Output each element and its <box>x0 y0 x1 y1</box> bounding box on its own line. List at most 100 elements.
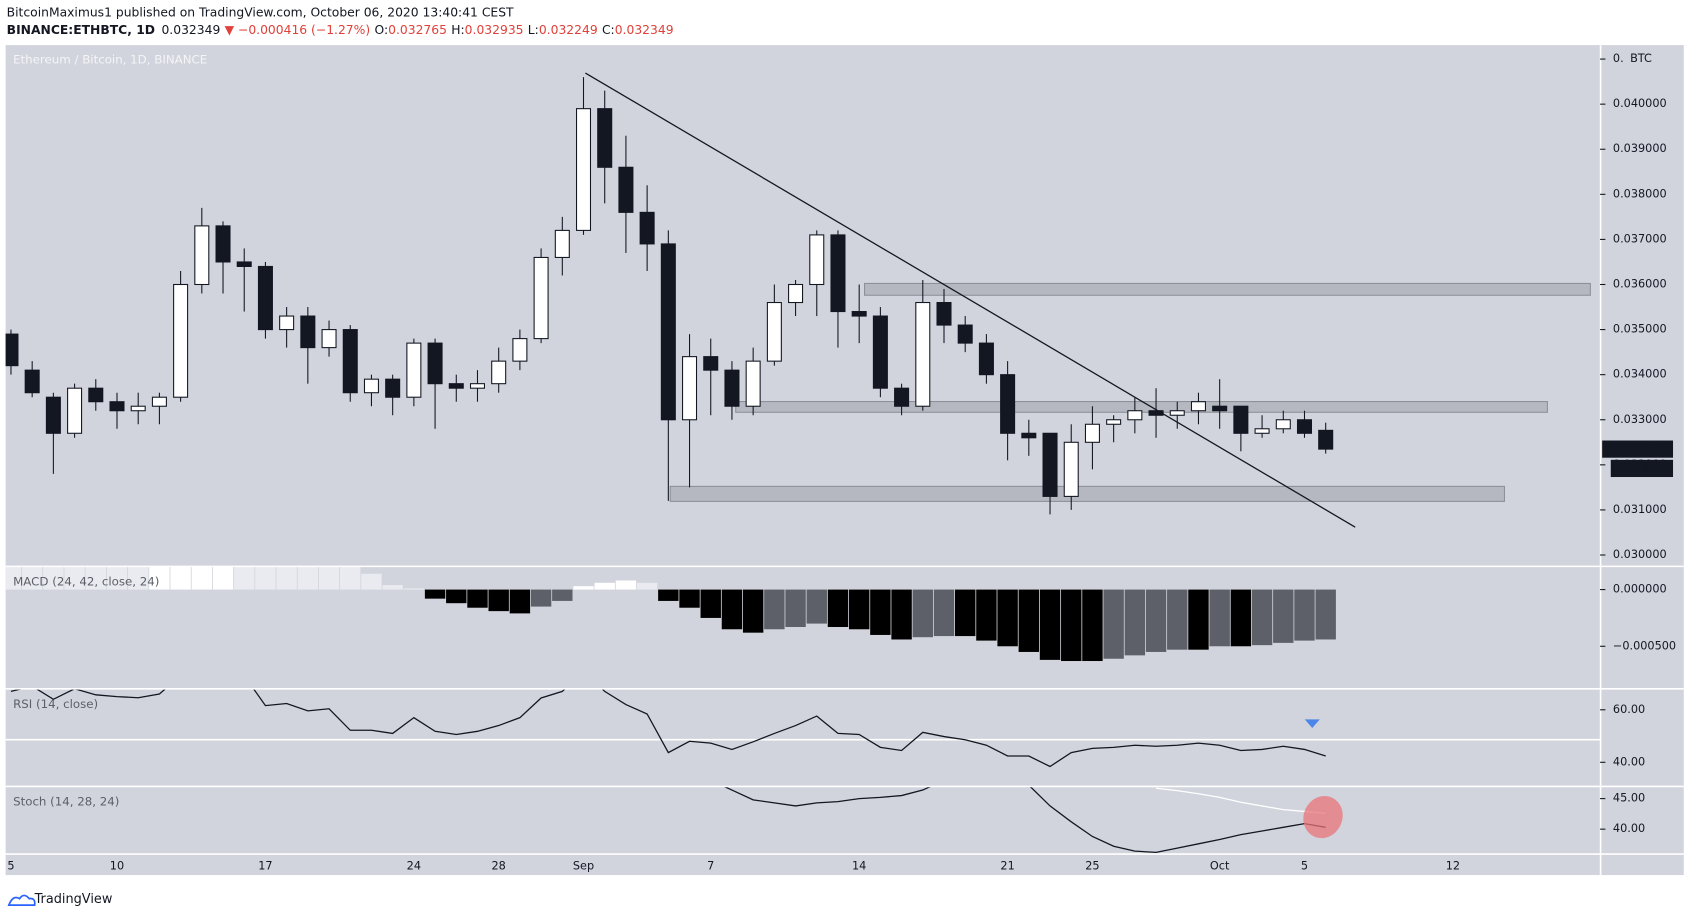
axes: Ethereum / Bitcoin, 1D, BINANCE 0.030000 0… <box>7 52 1676 872</box>
countdown-tag <box>1610 459 1674 478</box>
y-tick-label: 0.039000 <box>1613 142 1667 155</box>
candle-body <box>45 396 61 434</box>
highlight-ellipse <box>1303 795 1343 839</box>
stoch-pane <box>723 787 1326 854</box>
histogram-bar <box>488 589 509 612</box>
histogram-bar <box>276 566 297 590</box>
x-tick-label: 25 <box>1085 859 1099 872</box>
candle-body <box>5 333 19 367</box>
histogram-bar <box>1124 589 1146 656</box>
candle-body <box>385 378 401 398</box>
x-tick-label: Sep <box>573 859 594 872</box>
candle-body <box>533 256 549 340</box>
candle-body <box>342 329 358 394</box>
histogram-bar <box>679 589 700 608</box>
candle-body <box>703 356 719 371</box>
histogram-bar <box>848 589 870 630</box>
histogram-bar <box>128 566 149 590</box>
candle-body <box>1106 419 1122 425</box>
indicator-line <box>1155 787 1326 814</box>
histogram-bar <box>170 566 191 590</box>
signal-marker <box>1304 719 1320 728</box>
histogram-bar <box>933 589 955 637</box>
indicator-line <box>10 689 1326 768</box>
candle-body <box>639 211 655 245</box>
candle-body <box>321 329 337 349</box>
histogram-bar <box>106 566 128 590</box>
y-tick-label: 0.035000 <box>1613 323 1667 336</box>
candle-body <box>1000 374 1016 434</box>
histogram-bar <box>1273 589 1294 643</box>
histogram-bar <box>721 589 743 630</box>
candle-body <box>978 342 994 376</box>
histogram-bar <box>742 589 764 633</box>
pane-title: RSI (14, close) <box>13 697 98 711</box>
candle-body <box>957 324 973 344</box>
x-tick-label: Oct <box>1210 859 1230 872</box>
histogram-bar <box>446 589 467 604</box>
ohlc-key: O: <box>374 23 388 37</box>
histogram-bar <box>382 585 403 590</box>
candle-body <box>1190 401 1206 412</box>
ohlc-key: H: <box>451 23 464 37</box>
last-price-label: 0.032349 <box>1611 442 1665 455</box>
candle-body <box>257 265 273 331</box>
candle-body <box>1063 441 1079 497</box>
candle-body <box>279 315 295 331</box>
histogram-bar <box>573 586 594 590</box>
histogram-bar <box>870 589 891 635</box>
ohlc-value: 0.032249 <box>539 23 598 37</box>
pane-title: MACD (24, 42, close, 24) <box>13 574 159 588</box>
symbol-line: BINANCE:ETHBTC, 1D 0.032349 ▼ −0.000416 (−… <box>7 23 674 37</box>
publisher: BitcoinMaximus1 published on TradingView… <box>7 5 514 19</box>
histogram-bar <box>361 573 382 590</box>
histogram-bar <box>1251 589 1273 646</box>
y-tick-label: 0. <box>1613 52 1624 65</box>
footer: TradingView <box>7 892 112 907</box>
logo <box>7 894 36 906</box>
histogram-bar <box>658 589 679 601</box>
histogram-bar <box>1039 589 1061 660</box>
histogram-bar <box>615 580 637 590</box>
histogram-bar <box>297 566 319 590</box>
histogram-bar <box>636 582 658 590</box>
y-tick-label: 0.036000 <box>1613 277 1667 290</box>
candle-body <box>215 225 231 263</box>
candle-body <box>1254 428 1270 434</box>
y-tick-label: 0.031000 <box>1613 503 1667 516</box>
x-tick-label: 7 <box>707 859 714 872</box>
x-tick-label: 5 <box>1301 859 1308 872</box>
histogram-bar <box>976 589 997 641</box>
candle-body <box>915 301 931 407</box>
y-tick-label: 60.00 <box>1613 703 1645 716</box>
support-zone <box>669 485 1505 502</box>
x-tick-label: 5 <box>7 859 14 872</box>
y-tick-label: 0.040000 <box>1613 97 1667 110</box>
last-price-tag <box>1602 440 1674 458</box>
candle-body <box>809 234 825 286</box>
x-tick-label: 14 <box>852 859 866 872</box>
resistance-zone <box>864 282 1591 296</box>
change: ▼ −0.000416 (−1.27%) <box>225 23 371 37</box>
histogram-bar <box>212 566 234 590</box>
candle-body <box>724 369 740 407</box>
candle-body <box>1042 432 1058 497</box>
histogram-bar <box>997 589 1018 647</box>
symbol: BINANCE:ETHBTC, 1D <box>7 23 155 37</box>
candle-body <box>363 378 379 394</box>
candle-body <box>448 383 464 389</box>
x-tick-label: 24 <box>407 859 421 872</box>
pane-title: Ethereum / Bitcoin, 1D, BINANCE <box>13 53 207 67</box>
y-tick-label: 0.038000 <box>1613 187 1667 200</box>
y-tick-label: 0.030000 <box>1613 548 1667 561</box>
candle-body <box>682 356 698 421</box>
indicator-line <box>723 787 1326 854</box>
histogram-bar <box>594 582 615 590</box>
histogram-bar <box>552 589 573 601</box>
ohlc-value: 0.032935 <box>465 23 524 37</box>
histogram-bar <box>255 566 276 590</box>
candle-body <box>300 315 316 349</box>
histogram-bar <box>1167 589 1188 650</box>
